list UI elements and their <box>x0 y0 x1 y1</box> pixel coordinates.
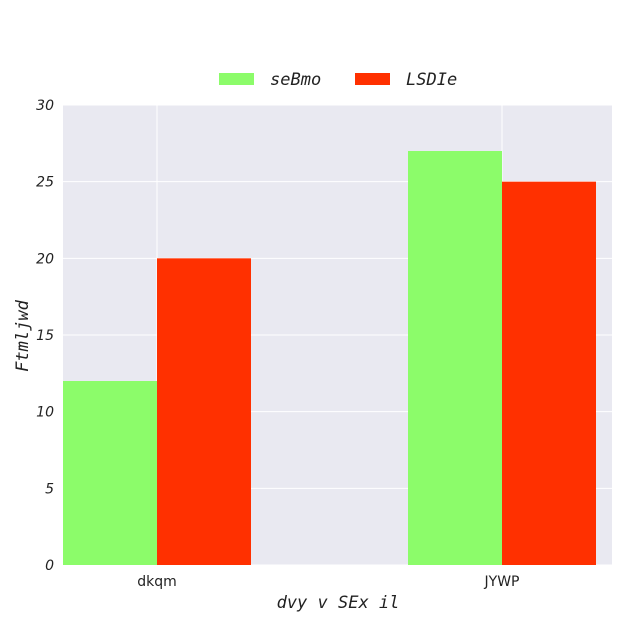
y-tick-label: 0 <box>45 558 54 574</box>
y-tick-label: 20 <box>36 251 54 267</box>
y-axis-title: Ftmljwd <box>13 299 33 371</box>
x-axis-title: dvy v SEx il <box>277 593 400 613</box>
legend-label-LSDIe: LSDIe <box>406 70 457 90</box>
x-tick-label: dkqm <box>137 574 177 590</box>
bars <box>63 151 596 565</box>
x-axis-ticks: dkqm JYWP <box>137 574 519 590</box>
y-tick-label: 30 <box>36 98 54 114</box>
y-tick-label: 15 <box>36 328 54 344</box>
y-tick-label: 5 <box>45 481 54 497</box>
x-tick-label: JYWP <box>484 574 520 590</box>
legend-swatch-LSDIe <box>355 73 390 85</box>
bar-seBmo-JYWP <box>408 151 502 565</box>
y-tick-label: 25 <box>36 175 54 191</box>
y-tick-label: 10 <box>36 405 54 421</box>
bar-LSDIe-JYWP <box>502 181 596 565</box>
legend-label-seBmo: seBmo <box>270 70 321 90</box>
y-axis-ticks: 0 5 10 15 20 25 30 <box>36 98 54 574</box>
bar-LSDIe-dkqm <box>157 258 251 565</box>
bar-seBmo-dkqm <box>63 381 157 565</box>
legend: seBmo LSDIe <box>219 70 457 90</box>
legend-swatch-seBmo <box>219 73 254 85</box>
